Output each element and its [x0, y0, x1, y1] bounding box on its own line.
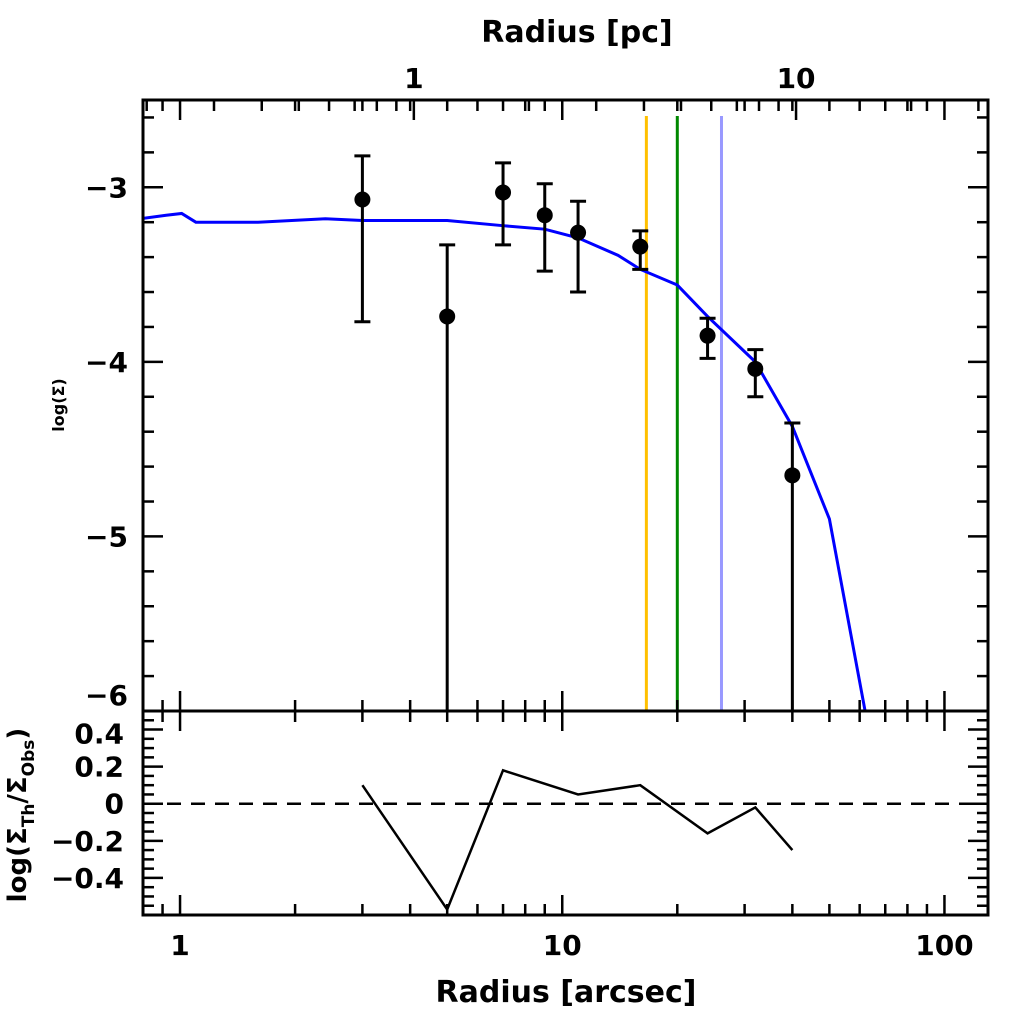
top-xlabel: Radius [pc]	[481, 15, 672, 50]
bottom-panel-frame	[141, 709, 990, 917]
y-tick-label: −6	[85, 679, 128, 712]
y-tick-label: −0.4	[51, 862, 124, 895]
data-point	[354, 191, 371, 208]
model-curve-group	[143, 211, 867, 711]
data-point	[632, 238, 649, 255]
top-ylabel: log(Σ)	[49, 378, 68, 431]
bottom-ylabel: log(ΣTh/ΣObs)	[3, 728, 39, 903]
residual-group	[143, 768, 988, 913]
y-tick-label: 0.4	[74, 718, 124, 751]
data-point	[439, 308, 456, 325]
x-tick-label: 100	[915, 929, 973, 962]
y-tick-label: −0.2	[51, 825, 124, 858]
model-curve	[143, 211, 867, 711]
residual-line	[361, 768, 794, 913]
data-point	[495, 184, 512, 201]
data-point	[747, 360, 764, 377]
y-tick-label: −3	[85, 171, 128, 204]
y-tick-label: 0.2	[74, 751, 124, 784]
bottom-xlabel: Radius [arcsec]	[436, 975, 697, 1010]
top-x-tick-label: 10	[777, 62, 816, 95]
data-point	[784, 467, 801, 484]
x-tick-label: 10	[543, 929, 582, 962]
x-tick-label: 1	[170, 929, 189, 962]
y-tick-label: 0	[105, 788, 124, 821]
top-panel-frame	[141, 98, 990, 713]
top-x-tick-label: 1	[404, 62, 423, 95]
y-tick-label: −4	[85, 346, 128, 379]
data-point	[699, 327, 716, 344]
data-point	[570, 224, 587, 241]
y-tick-label: −5	[85, 520, 128, 553]
data-points-group	[354, 154, 801, 711]
data-point	[536, 207, 553, 224]
